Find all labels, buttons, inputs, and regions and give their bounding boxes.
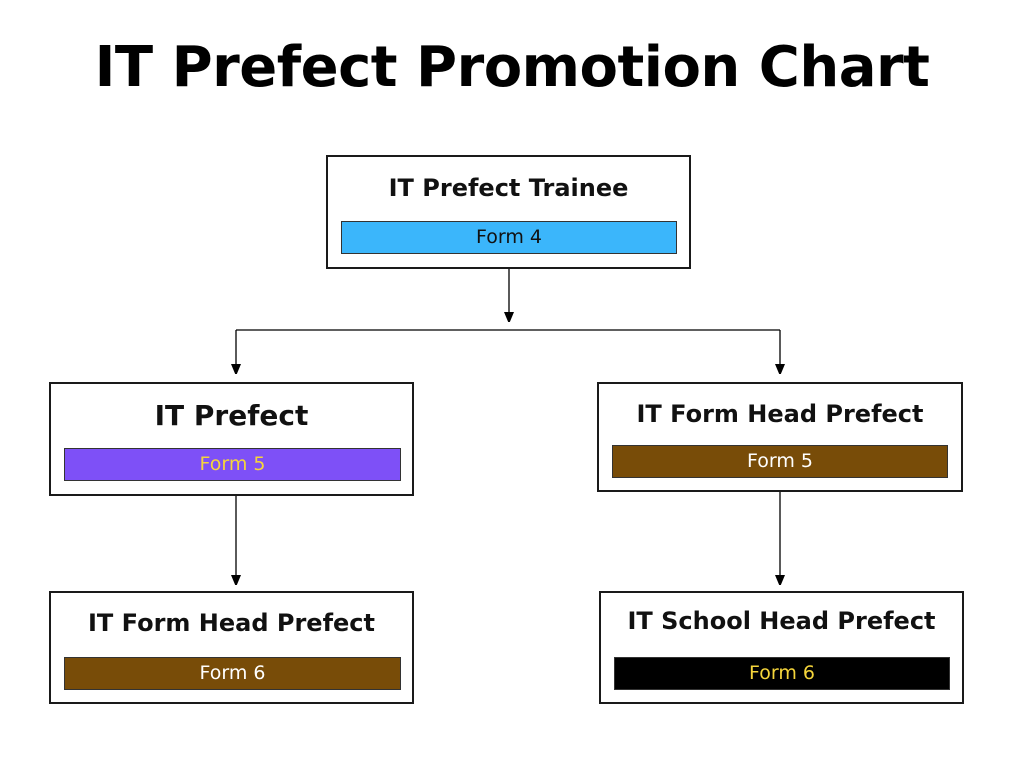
node-title: IT Prefect [154,399,309,432]
page-title: IT Prefect Promotion Chart [94,35,930,100]
node-it-prefect-trainee: IT Prefect Trainee Form 4 [326,155,691,269]
form-badge: Form 6 [614,657,950,690]
node-title: IT School Head Prefect [627,607,936,635]
node-it-form-head-prefect-form-6: IT Form Head Prefect Form 6 [49,591,414,704]
node-it-form-head-prefect-form-5: IT Form Head Prefect Form 5 [597,382,963,492]
form-badge: Form 5 [612,445,948,478]
node-title: IT Prefect Trainee [388,174,629,202]
node-it-school-head-prefect: IT School Head Prefect Form 6 [599,591,964,704]
form-badge: Form 6 [64,657,401,690]
node-it-prefect: IT Prefect Form 5 [49,382,414,496]
node-title: IT Form Head Prefect [636,400,924,428]
form-badge: Form 4 [341,221,677,254]
form-badge: Form 5 [64,448,401,481]
node-title: IT Form Head Prefect [88,609,375,637]
